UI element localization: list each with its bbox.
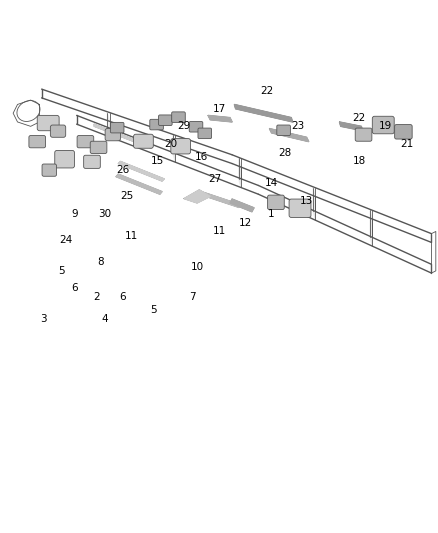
Text: 5: 5 (58, 266, 65, 276)
FancyBboxPatch shape (134, 134, 153, 148)
Polygon shape (370, 210, 372, 246)
Text: 15: 15 (151, 156, 164, 166)
Polygon shape (239, 158, 241, 188)
Polygon shape (107, 112, 110, 137)
Text: 21: 21 (401, 139, 414, 149)
Text: 25: 25 (120, 191, 134, 201)
Text: 23: 23 (291, 122, 304, 131)
FancyBboxPatch shape (42, 164, 57, 176)
Text: 4: 4 (102, 314, 109, 324)
Polygon shape (118, 161, 164, 181)
Text: 9: 9 (71, 209, 78, 219)
Text: 11: 11 (212, 227, 226, 237)
Text: 16: 16 (195, 152, 208, 162)
Polygon shape (199, 191, 241, 207)
Polygon shape (234, 104, 293, 122)
Text: 1: 1 (268, 209, 275, 219)
Text: 13: 13 (300, 196, 313, 206)
Polygon shape (230, 199, 254, 212)
FancyBboxPatch shape (277, 125, 290, 135)
Polygon shape (339, 122, 363, 131)
Text: 11: 11 (125, 231, 138, 241)
FancyBboxPatch shape (289, 199, 311, 217)
Polygon shape (208, 115, 232, 122)
Text: 24: 24 (59, 235, 72, 245)
FancyBboxPatch shape (105, 128, 120, 141)
FancyBboxPatch shape (355, 128, 372, 141)
Text: 22: 22 (261, 86, 274, 96)
Text: 14: 14 (265, 178, 278, 188)
FancyBboxPatch shape (159, 115, 172, 125)
FancyBboxPatch shape (90, 141, 107, 154)
FancyBboxPatch shape (55, 150, 74, 168)
Text: 6: 6 (71, 284, 78, 293)
FancyBboxPatch shape (110, 123, 124, 133)
Polygon shape (116, 174, 162, 194)
Text: 26: 26 (116, 165, 129, 175)
Text: 29: 29 (177, 122, 191, 131)
Text: 12: 12 (239, 217, 252, 228)
Text: 8: 8 (97, 257, 104, 267)
FancyBboxPatch shape (29, 135, 46, 148)
FancyBboxPatch shape (50, 125, 66, 138)
Polygon shape (173, 135, 175, 162)
Text: 6: 6 (119, 292, 126, 302)
Polygon shape (313, 188, 315, 220)
FancyBboxPatch shape (198, 128, 212, 139)
Polygon shape (269, 128, 309, 142)
Text: 2: 2 (93, 292, 100, 302)
Text: 7: 7 (189, 292, 196, 302)
Text: 3: 3 (40, 314, 47, 324)
FancyBboxPatch shape (37, 115, 59, 131)
FancyBboxPatch shape (84, 155, 100, 168)
Text: 27: 27 (208, 174, 221, 184)
FancyBboxPatch shape (171, 139, 191, 154)
FancyBboxPatch shape (372, 116, 394, 134)
Text: 5: 5 (150, 305, 157, 316)
Text: 22: 22 (353, 112, 366, 123)
FancyBboxPatch shape (395, 125, 412, 139)
FancyBboxPatch shape (172, 112, 185, 123)
Text: 30: 30 (99, 209, 112, 219)
FancyBboxPatch shape (268, 195, 284, 209)
FancyBboxPatch shape (189, 122, 203, 132)
Text: 19: 19 (379, 122, 392, 131)
Text: 18: 18 (353, 156, 366, 166)
Text: 20: 20 (164, 139, 177, 149)
FancyBboxPatch shape (77, 135, 94, 148)
Text: 10: 10 (191, 262, 204, 271)
Text: 28: 28 (278, 148, 291, 158)
Polygon shape (94, 124, 151, 148)
FancyBboxPatch shape (150, 119, 163, 130)
Polygon shape (184, 190, 210, 203)
Text: 17: 17 (212, 104, 226, 114)
